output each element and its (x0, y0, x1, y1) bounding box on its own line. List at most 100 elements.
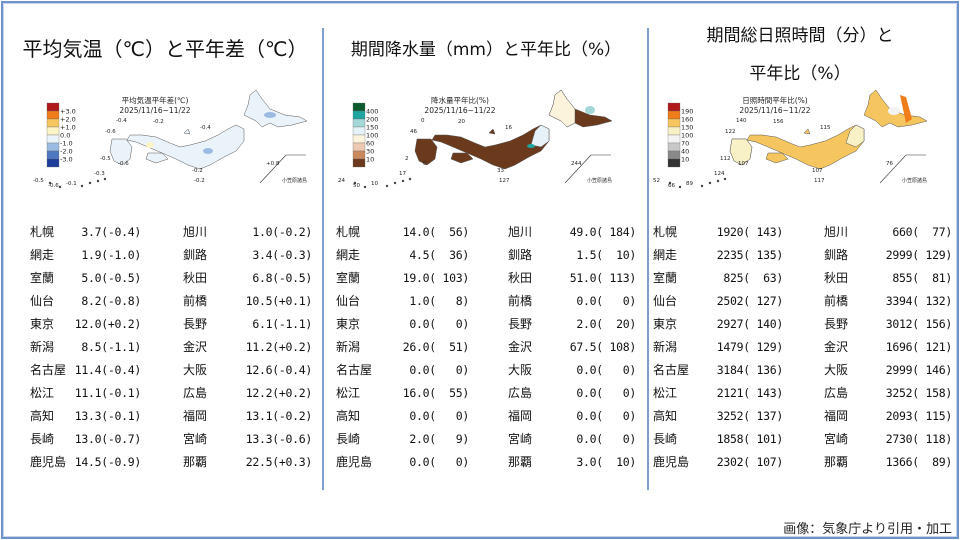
legend-label: 100 (366, 132, 378, 140)
island (700, 184, 704, 188)
station-value: 12.6(-0.4) (245, 363, 313, 377)
station-name: 札幌 (30, 225, 55, 239)
station-name: 金沢 (824, 340, 849, 354)
station-name: 松江 (30, 386, 55, 400)
station-name: 仙台 (336, 294, 361, 308)
island (48, 181, 52, 185)
station-name: 仙台 (653, 294, 678, 308)
station-name: 仙台 (30, 294, 55, 308)
station-name: 福岡 (508, 409, 533, 423)
station-value: 0.0( 0) (409, 455, 469, 469)
legend-label: 100 (681, 132, 693, 140)
map-title: 平均気温平年差(℃) (122, 95, 189, 105)
station-value: 0.0( 0) (576, 432, 636, 446)
table-row: 名古屋 11.4(-0.4) 大阪 12.6(-0.4) (30, 360, 320, 380)
station-value: 4.5( 36) (409, 248, 469, 262)
map-value-label: 46 (410, 129, 417, 135)
legend-swatch (667, 102, 681, 112)
table-row: 室蘭 825( 63) 秋田 855( 81) (653, 268, 955, 288)
station-name: 長野 (824, 317, 849, 331)
wet-patch (585, 106, 595, 114)
station-name: 旭川 (508, 225, 533, 239)
station-name: 鹿児島 (30, 455, 67, 469)
station-value: 1479( 129) (716, 340, 784, 354)
map-value-label: 52 (653, 178, 660, 184)
legend-label: +1.0 (60, 124, 76, 132)
legend-swatch (667, 158, 681, 168)
legend-label: 190 (681, 108, 693, 116)
station-value: 6.1(-1.1) (252, 317, 312, 331)
station-value: 0.0( 0) (409, 363, 469, 377)
station-name: 長野 (508, 317, 533, 331)
table-row: 網走 2235( 135) 釧路 2999( 129) (653, 245, 955, 265)
station-value: 1920( 143) (716, 225, 784, 239)
station-name: 福岡 (824, 409, 849, 423)
table-row: 網走 4.5( 36) 釧路 1.5( 10) (336, 245, 640, 265)
station-value: 10.5(+0.1) (245, 294, 313, 308)
station-name: 東京 (653, 317, 678, 331)
map-value-label: -0.6 (48, 183, 59, 189)
map-value-label: -0.6 (118, 161, 129, 167)
station-name: 金沢 (183, 340, 208, 354)
station-value: 2999( 146) (885, 363, 953, 377)
station-value: 2.0( 9) (409, 432, 469, 446)
station-value: 13.1(-0.2) (245, 409, 313, 423)
ogasawara-label: 小笠原諸島 (587, 177, 612, 184)
legend-label: 40 (681, 148, 689, 156)
island (401, 179, 405, 183)
temperature-title: 平均気温（℃）と平年差（℃） (22, 37, 308, 61)
station-name: 福岡 (183, 409, 208, 423)
station-value: 8.2(-0.8) (81, 294, 141, 308)
table-row: 札幌 3.7(-0.4) 旭川 1.0(-0.2) (30, 222, 320, 242)
map-value-label: -0.5 (100, 156, 111, 162)
station-name: 室蘭 (30, 271, 55, 285)
island (363, 185, 367, 189)
station-value: 2235( 135) (716, 248, 784, 262)
station-name: 広島 (183, 386, 208, 400)
table-row: 札幌 1920( 143) 旭川 660( 77) (653, 222, 955, 242)
legend-label: 10 (366, 156, 374, 164)
map-value-label: 115 (820, 125, 831, 131)
station-name: 旭川 (183, 225, 208, 239)
land-shikoku (450, 152, 474, 164)
legend-label: 0.0 (60, 132, 70, 140)
station-name: 秋田 (183, 271, 208, 285)
table-row: 高知 3252( 137) 福岡 2093( 115) (653, 406, 955, 426)
station-value: 12.2(+0.2) (245, 386, 313, 400)
station-name: 秋田 (508, 271, 533, 285)
table-row: 松江 2121( 143) 広島 3252( 158) (653, 383, 955, 403)
station-value: 26.0( 51) (402, 340, 470, 354)
station-name: 釧路 (824, 248, 849, 262)
station-value: 22.5(+0.3) (245, 455, 313, 469)
station-value: 3252( 137) (716, 409, 784, 423)
station-value: 660( 77) (892, 225, 952, 239)
map-value-label: -0.1 (66, 181, 77, 187)
map-value-label: 0 (423, 161, 427, 167)
map-value-label: 33 (497, 168, 504, 174)
sunshine-ratio-map: 小笠原諸島 140 156 115 122 112 107 107 117 52 66 89 124 76… (653, 89, 928, 189)
station-value: 16.0( 55) (402, 386, 470, 400)
station-name: 室蘭 (653, 271, 678, 285)
legend-swatch (667, 118, 681, 128)
legend-swatch (667, 126, 681, 136)
legend-label: 60 (366, 140, 374, 148)
station-value: 2121( 143) (716, 386, 784, 400)
map-period: 2025/11/16~11/22 (739, 106, 810, 115)
map-value-label: 24 (338, 178, 345, 184)
map-value-label: 124 (714, 171, 725, 177)
island (353, 181, 357, 185)
station-name: 新潟 (336, 340, 361, 354)
station-name: 広島 (508, 386, 533, 400)
legend-label: 200 (366, 116, 378, 124)
station-name: 新潟 (653, 340, 678, 354)
legend-swatch (46, 126, 60, 136)
map-value-label: 156 (773, 119, 784, 125)
station-name: 宮崎 (183, 432, 208, 446)
legend-swatch (46, 158, 60, 168)
table-row: 仙台 8.2(-0.8) 前橋 10.5(+0.1) (30, 291, 320, 311)
legend-swatch (352, 102, 366, 112)
station-value: 3.4(-0.3) (252, 248, 312, 262)
station-name: 大阪 (508, 363, 533, 377)
